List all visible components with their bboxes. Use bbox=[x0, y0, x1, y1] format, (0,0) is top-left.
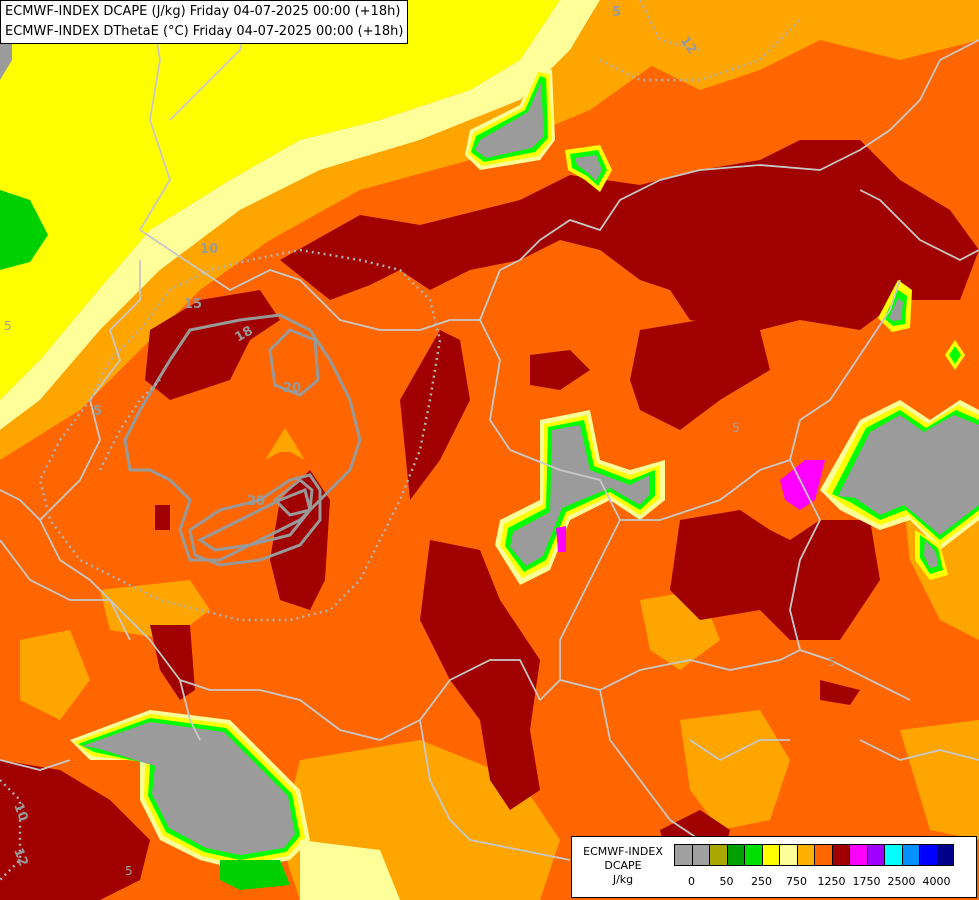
legend-tick-label: 1750 bbox=[852, 875, 881, 888]
gray-region-east bbox=[820, 400, 979, 550]
green-patch-west bbox=[0, 190, 48, 270]
dotted-contours bbox=[0, 0, 801, 881]
gray-region-center bbox=[495, 410, 665, 585]
legend-title-variable: DCAPE bbox=[604, 859, 642, 872]
legend-swatch bbox=[901, 844, 919, 866]
dark-red-east bbox=[670, 510, 880, 640]
light-yellow-band bbox=[0, 0, 600, 430]
legend-tick-label: 50 bbox=[719, 875, 734, 888]
contour-label: 10 bbox=[10, 801, 30, 823]
contour-label: 15 bbox=[184, 297, 202, 312]
legend-swatch bbox=[744, 844, 762, 866]
dark-red-west bbox=[145, 290, 280, 400]
map-title: ECMWF-INDEX DCAPE (J/kg) Friday 04-07-20… bbox=[0, 0, 409, 44]
contour-label: 5 bbox=[93, 404, 102, 419]
legend-swatch bbox=[779, 844, 797, 866]
dark-red-col bbox=[400, 330, 470, 500]
legend-unit: J/kg bbox=[612, 873, 634, 886]
dark-red-mid bbox=[530, 350, 590, 390]
legend-swatch bbox=[831, 844, 849, 866]
gray-region-north bbox=[465, 68, 555, 170]
dark-red-center bbox=[630, 320, 770, 430]
legend-tick-label: 2500 bbox=[887, 875, 916, 888]
thetae-contours bbox=[123, 313, 362, 567]
dark-red-sw bbox=[0, 760, 150, 900]
dark-red-tiny bbox=[155, 505, 170, 530]
legend-swatch bbox=[674, 844, 692, 866]
color-legend: ECMWF-INDEX DCAPE J/kg 0 50 250 750 1250 1750… bbox=[571, 836, 977, 898]
dark-red-small-se bbox=[820, 680, 860, 705]
title-line-dthetae: ECMWF-INDEX DThetaE (°C) Friday 04-07-20… bbox=[5, 24, 404, 39]
legend-swatches bbox=[674, 844, 954, 866]
yellow-patch-south bbox=[300, 840, 400, 900]
gray-region-ne-small bbox=[878, 280, 912, 332]
gray-region-southwest bbox=[70, 710, 310, 890]
legend-tick-label: 1250 bbox=[817, 875, 846, 888]
legend-tick-label: 250 bbox=[751, 875, 772, 888]
legend-title-source: ECMWF-INDEX bbox=[583, 845, 663, 858]
legend-swatch bbox=[866, 844, 884, 866]
contour-label: 5 bbox=[125, 864, 133, 878]
legend-tick-label: 0 bbox=[688, 875, 695, 888]
legend-ticks: 0 50 250 750 1250 1750 2500 4000 bbox=[572, 875, 976, 889]
legend-tick-label: 4000 bbox=[922, 875, 951, 888]
dark-red-south-center bbox=[420, 540, 540, 810]
contour-label: 5 bbox=[828, 655, 836, 669]
yellow-region bbox=[0, 0, 560, 400]
legend-tick-label: 750 bbox=[786, 875, 807, 888]
contour-label: 20 bbox=[247, 494, 265, 509]
gray-region-east-small bbox=[915, 340, 965, 580]
legend-swatch bbox=[919, 844, 937, 866]
country-borders bbox=[0, 0, 979, 861]
contour-label: 12 bbox=[10, 846, 30, 868]
legend-swatch bbox=[796, 844, 814, 866]
orange-region-sw bbox=[20, 630, 90, 720]
orange-band-ne bbox=[640, 0, 979, 90]
title-line-dcape: ECMWF-INDEX DCAPE (J/kg) Friday 04-07-20… bbox=[5, 4, 401, 19]
dark-red-north bbox=[280, 140, 979, 330]
legend-swatch bbox=[709, 844, 727, 866]
legend-swatch bbox=[814, 844, 832, 866]
contour-label: 5 bbox=[4, 319, 12, 333]
legend-swatch bbox=[884, 844, 902, 866]
legend-swatch bbox=[936, 844, 954, 866]
contour-label: 20 bbox=[283, 381, 301, 396]
contour-label: 5 bbox=[732, 421, 740, 435]
legend-swatch bbox=[726, 844, 744, 866]
legend-swatch bbox=[761, 844, 779, 866]
orange-arrow bbox=[265, 428, 305, 460]
contour-label: 5 bbox=[612, 5, 621, 20]
gray-region-north-small bbox=[565, 145, 612, 192]
legend-swatch bbox=[849, 844, 867, 866]
legend-title: ECMWF-INDEX DCAPE J/kg bbox=[576, 845, 670, 887]
legend-swatch bbox=[691, 844, 709, 866]
orange-region-se2 bbox=[900, 720, 979, 840]
contour-label: 10 bbox=[200, 242, 218, 257]
